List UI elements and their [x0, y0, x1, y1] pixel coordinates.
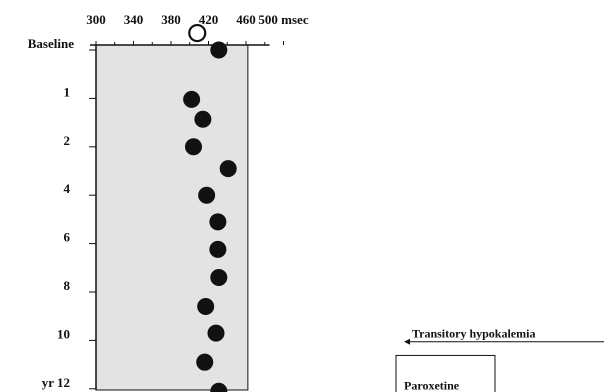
- data-point: [219, 160, 237, 178]
- data-point: [207, 324, 225, 342]
- data-point: [209, 213, 227, 231]
- y-tick-label: 4: [64, 181, 71, 196]
- x-tick-label: 380: [161, 12, 181, 27]
- x-tick-label: 460: [236, 12, 256, 27]
- paroxetine-box: [395, 354, 496, 392]
- y-tick-label: 10: [57, 326, 70, 341]
- y-tick-label: 1: [64, 84, 71, 99]
- data-point: [194, 110, 212, 128]
- x-tick-label: 420: [199, 12, 219, 27]
- y-tick-label: 6: [64, 230, 71, 245]
- data-point: [198, 186, 216, 204]
- data-point: [185, 138, 202, 156]
- y-tick-label: yr 12: [42, 375, 70, 390]
- data-point: [210, 268, 228, 286]
- paroxetine-label: Paroxetine: [404, 378, 460, 392]
- data-point: [196, 353, 214, 371]
- x-tick-label: 500 msec: [258, 12, 308, 27]
- data-point: [209, 240, 227, 258]
- y-tick-label: Baseline: [28, 36, 74, 51]
- data-point: [210, 41, 228, 59]
- y-tick-label: 2: [64, 133, 71, 148]
- x-tick-label: 300: [86, 12, 106, 27]
- data-point: [210, 382, 228, 392]
- data-point: [183, 90, 201, 108]
- x-tick-label: 340: [124, 12, 144, 27]
- hypokalemia-label: Transitory hypokalemia: [412, 327, 535, 341]
- arrowhead-icon: [404, 338, 410, 345]
- data-point-open: [188, 23, 207, 43]
- data-point: [197, 298, 215, 316]
- y-tick-label: 8: [64, 278, 71, 293]
